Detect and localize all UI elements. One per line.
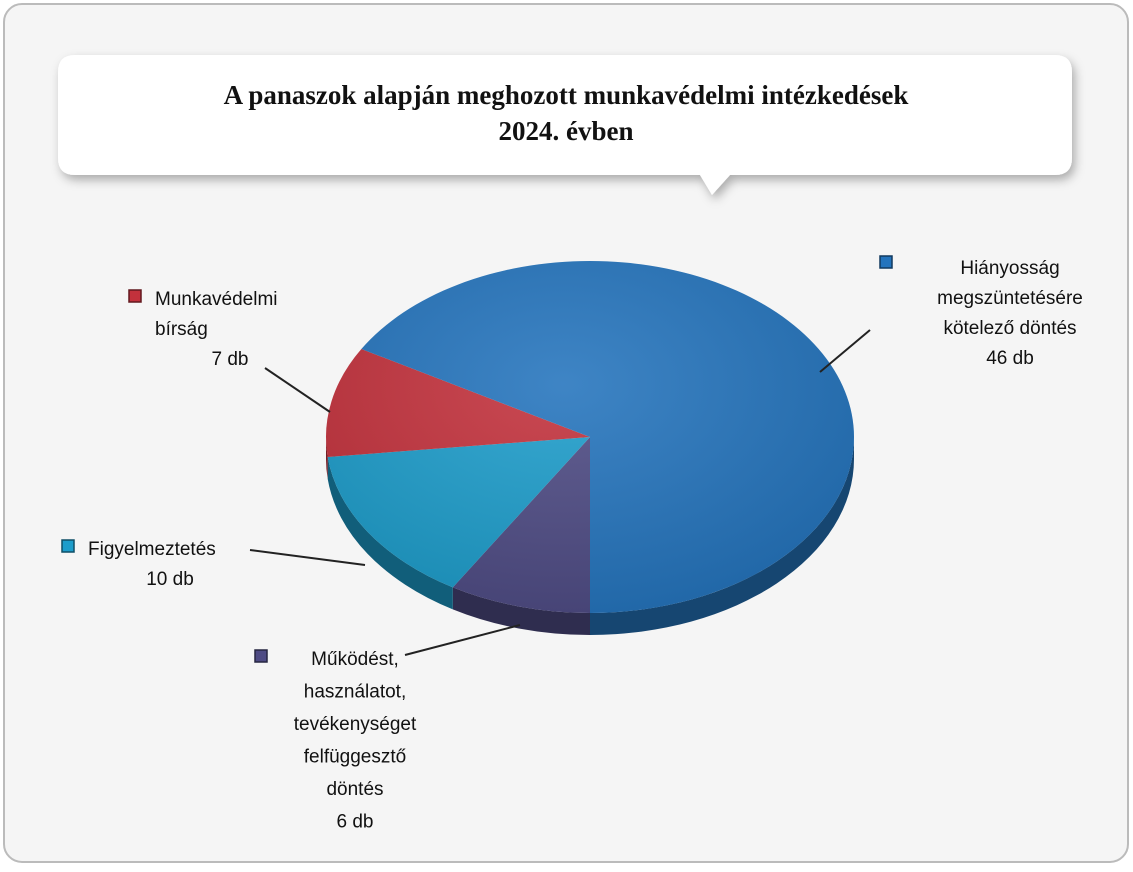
legend-swatch (128, 289, 142, 303)
value-label: 46 db (986, 348, 1034, 369)
leader-line (404, 624, 521, 656)
leader-line (249, 549, 366, 566)
category-label: Hiányosság megszüntetésére kötelező döntés (937, 258, 1083, 339)
legend-swatch (254, 649, 268, 663)
value-label: 6 db (337, 812, 374, 833)
legend-swatch (61, 539, 75, 553)
category-label: Működést, használatot, tevékenységet felfüg… (294, 649, 417, 800)
leader-line (264, 367, 331, 413)
legend-swatch (879, 255, 893, 269)
chart-title: A panaszok alapján meghozott munkavédelm… (224, 80, 909, 146)
value-label: 7 db (212, 349, 249, 370)
category-label: Munkavédelmi bírság (155, 289, 278, 340)
title-box (58, 55, 1072, 195)
value-label: 10 db (146, 569, 194, 590)
leader-line (819, 329, 871, 373)
category-label: Figyelmeztetés (88, 539, 216, 560)
